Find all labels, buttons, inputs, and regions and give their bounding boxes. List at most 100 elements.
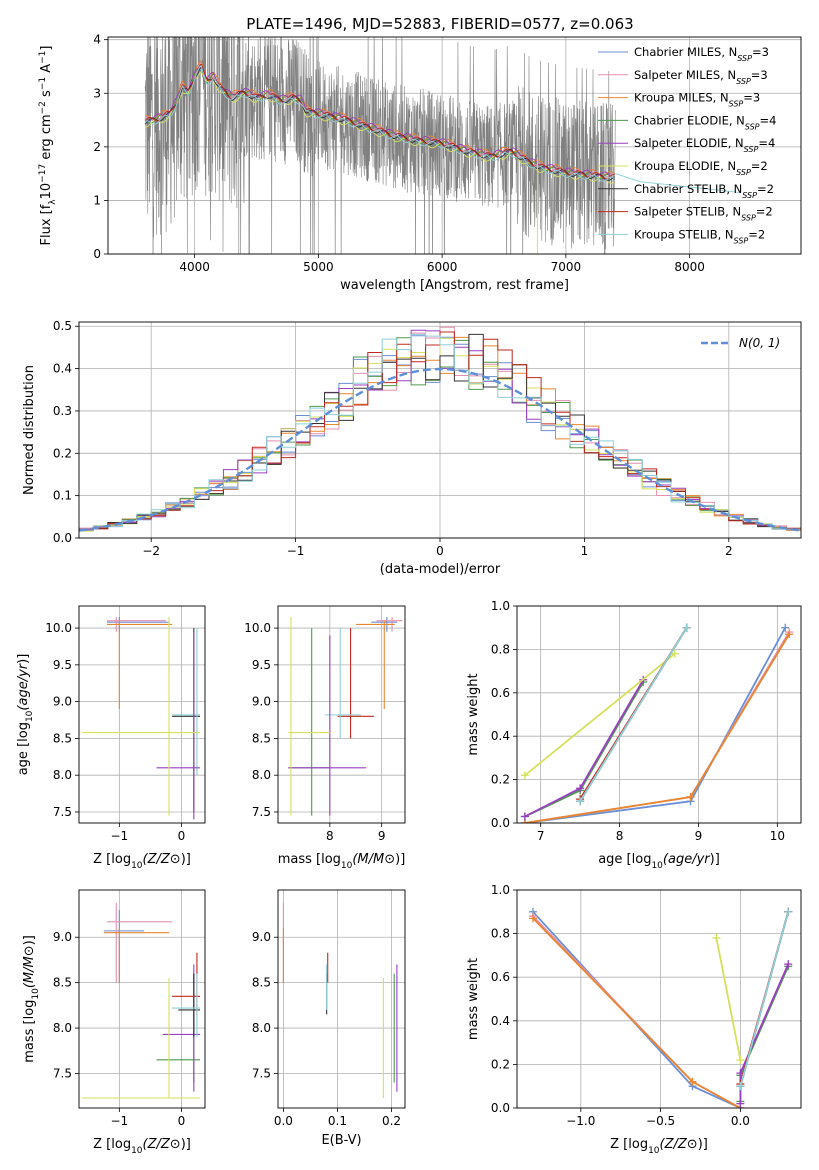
y-tick-label: 8.0 <box>252 768 271 782</box>
panel-mass_weight_vs_age: 7 8 9 10 0.0 0.2 0.4 0.6 0.8 1.0 mass weight age [l… <box>466 599 802 871</box>
y-tick-label: 8.5 <box>252 731 271 745</box>
legend-model: Salpeter STELIB, N <box>634 205 741 219</box>
x-axis-label: (data-model)/error <box>380 562 501 577</box>
y-label-part: erg cm <box>39 114 54 163</box>
legend-label: Kroupa ELODIE, NSSP=2 <box>634 159 768 177</box>
y-label-part: −17 <box>38 164 48 183</box>
y-tick-label: 4 <box>93 33 101 47</box>
legend-n: =4 <box>760 113 777 127</box>
legend-n: =4 <box>758 136 775 150</box>
y-tick-label: 0.2 <box>491 1057 510 1071</box>
label-part: )] <box>698 1137 708 1152</box>
plot-area-mass_weight_vs_Z <box>528 907 793 1108</box>
series-salpeter-elodie <box>739 963 790 1104</box>
legend-label: Kroupa STELIB, NSSP=2 <box>634 227 765 245</box>
y-axis-label: mass [log10(M/M⊙)] <box>22 935 41 1063</box>
x-tick-label: 4000 <box>179 260 210 274</box>
label-part: )] <box>710 852 720 867</box>
legend-model: Chabrier ELODIE, N <box>634 113 745 127</box>
legend-sub: SSP <box>734 236 749 245</box>
label-part: 10 <box>341 861 353 871</box>
legend-label: Salpeter STELIB, NSSP=2 <box>634 205 773 223</box>
y-tick-label: 9.0 <box>252 930 271 944</box>
legend-sub: SSP <box>729 99 744 108</box>
axes-frame <box>78 889 206 1109</box>
y-tick-label: 0 <box>93 247 101 261</box>
x-tick-label: 0.0 <box>274 1114 293 1128</box>
y-axis-label: age [log10(age/yr)] <box>16 654 35 776</box>
label-part: )] <box>16 654 31 664</box>
legend-model: Kroupa MILES, N <box>634 91 729 105</box>
label-part: 10 <box>31 988 41 1000</box>
x-tick-label: 2 <box>725 544 733 558</box>
legend-sub: SSP <box>744 145 759 154</box>
label-part: )] <box>181 1137 191 1152</box>
y-label-part: ] <box>39 46 54 51</box>
y-tick-label: 8.0 <box>252 1021 271 1035</box>
legend-label: Chabrier MILES, NSSP=3 <box>634 45 769 63</box>
series-kroupa-stelib <box>579 627 688 802</box>
label-part: (M/M⊙ <box>352 852 395 867</box>
y-tick-label: 1.0 <box>491 883 510 897</box>
legend-label: Chabrier STELIB, NSSP=2 <box>634 182 774 200</box>
y-label-part: Flux [f <box>39 204 54 245</box>
legend-sub: SSP <box>736 76 751 85</box>
y-tick-label: 0.0 <box>53 531 72 545</box>
y-tick-label: 0.0 <box>491 816 510 830</box>
label-part: (Z/Z⊙ <box>143 1137 181 1152</box>
x-tick-label: −0.5 <box>646 1114 675 1128</box>
x-tick-label: 8 <box>326 829 334 843</box>
y-tick-label: 8.5 <box>53 976 72 990</box>
legend-model: Salpeter ELODIE, N <box>634 136 744 150</box>
series-kroupa-stelib <box>739 911 790 1087</box>
y-tick-label: 8.0 <box>53 1021 72 1035</box>
y-tick-label: 0.6 <box>491 970 510 984</box>
legend-n: =3 <box>752 45 769 59</box>
legend-label: Kroupa MILES, NSSP=3 <box>634 91 760 109</box>
label-part: age [log <box>16 722 31 775</box>
x-tick-label: 9 <box>378 829 386 843</box>
y-tick-label: 9.0 <box>53 930 72 944</box>
y-tick-label: 8.0 <box>53 768 72 782</box>
series-chabrier-miles <box>532 911 741 1108</box>
legend-label: N(0, 1) <box>739 336 780 350</box>
legend-model: Chabrier STELIB, N <box>634 182 742 196</box>
legend: Chabrier MILES, NSSP=3 Salpeter MILES, NS… <box>598 45 776 245</box>
model-kroupa-elodie <box>144 72 615 184</box>
label-part: )] <box>181 852 191 867</box>
panel-mass_weight_vs_Z: −1.0 −0.5 0.0 0.0 0.2 0.4 0.6 0.8 1.0 mass weight… <box>466 883 802 1156</box>
x-tick-label: 10 <box>770 829 785 843</box>
y-tick-label: 0.8 <box>491 642 510 656</box>
y-tick-label: 0.1 <box>53 489 72 503</box>
y-tick-label: 9.5 <box>252 658 271 672</box>
y-label-part: A <box>39 64 54 77</box>
label-part: (Z/Z⊙ <box>143 852 181 867</box>
y-tick-label: 10.0 <box>244 621 271 635</box>
y-tick-label: 0.8 <box>491 927 510 941</box>
x-tick-label: −1.0 <box>566 1114 595 1128</box>
y-tick-label: 10.0 <box>45 621 72 635</box>
legend-n: =3 <box>751 68 768 82</box>
label-part: 10 <box>131 1146 143 1156</box>
label-part: Z [log <box>610 1137 648 1152</box>
y-tick-label: 8.5 <box>252 976 271 990</box>
x-tick-label: 7000 <box>551 260 582 274</box>
x-tick-label: 6000 <box>427 260 458 274</box>
y-tick-label: 0.3 <box>53 404 72 418</box>
y-tick-label: 0.2 <box>491 773 510 787</box>
y-tick-label: 7.5 <box>53 1066 72 1080</box>
legend-label: Salpeter MILES, NSSP=3 <box>634 68 768 86</box>
series-chabrier-elodie <box>739 965 790 1102</box>
series-chabrier-miles <box>524 627 786 823</box>
model-kroupa-stelib <box>144 65 615 182</box>
plot-area-mass_weight_vs_age <box>520 623 794 823</box>
panel-spectrum: 4000 5000 6000 7000 8000 0 1 2 3 4 wavelength [Ang… <box>38 33 802 293</box>
y-label-part: −1 <box>38 77 48 90</box>
label-part: Z [log <box>93 852 131 867</box>
y-tick-label: 9.5 <box>53 658 72 672</box>
x-tick-label: −2 <box>142 544 160 558</box>
axes-frame <box>78 605 206 824</box>
plot-area-mass_vs_EBV <box>282 902 398 1099</box>
x-tick-label: 9 <box>695 829 703 843</box>
y-tick-label: 2 <box>93 140 101 154</box>
